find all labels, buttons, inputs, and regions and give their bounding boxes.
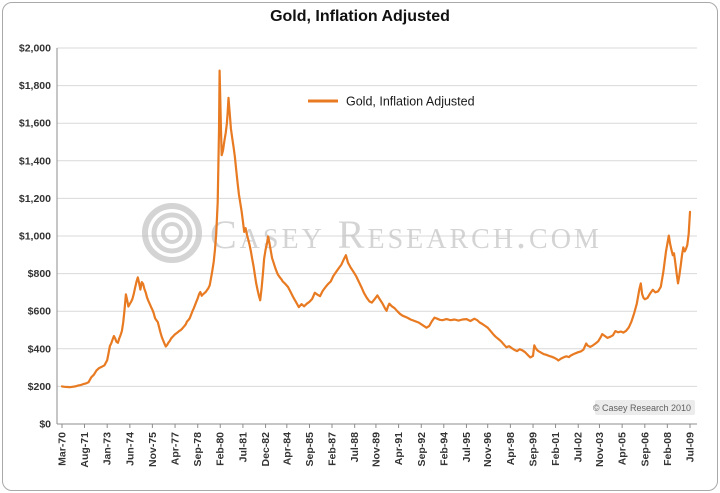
copyright-note: © Casey Research 2010 [593,400,695,415]
y-axis-tick-label: $1,600 [19,118,51,130]
x-axis-tick-label: Sep-85 [304,432,316,467]
x-axis-tick-label: Sep-06 [639,432,651,467]
copyright-text: © Casey Research 2010 [593,403,691,413]
y-axis-tick-label: $1,400 [19,155,51,167]
gridlines [57,47,697,387]
y-axis-tick-label: $600 [28,306,52,318]
x-axis-tick-label: Jan-73 [102,432,114,465]
watermark-text: Casey Research.com [210,212,602,257]
watermark-logo-icon [142,203,202,263]
x-axis-tick-label: Nov-03 [594,432,606,467]
x-axis-tick-label: Aug-71 [79,432,91,468]
x-axis-tick-label: Sep-99 [528,432,540,467]
y-axis-tick-label: $0 [39,419,51,431]
x-axis-tick-label: Feb-87 [327,432,339,466]
axes [56,48,697,428]
y-axis-tick-label: $400 [28,343,52,355]
x-axis-tick-label: Mar-70 [57,432,69,466]
x-axis-tick-label: Jul-88 [349,432,361,463]
watermark-logo-icon [161,222,183,244]
x-axis-tick-label: Feb-08 [662,432,674,466]
x-axis-tick-label: Nov-75 [147,432,159,467]
y-axis-tick-label: $1,800 [19,80,51,92]
watermark: Casey Research.com [142,203,602,263]
x-axis-tick-label: Sep-78 [192,432,204,467]
y-axis-tick-label: $1,000 [19,231,51,243]
y-axis-tick-label: $200 [28,381,52,393]
watermark-logo-icon [151,212,193,254]
chart-title: Gold, Inflation Adjusted [270,8,450,25]
x-axis-tick-label: Jul-95 [461,432,473,463]
x-axis-tick-label: Feb-94 [438,432,450,466]
x-axis-tick-label: Apr-05 [617,432,629,465]
data-series [60,69,692,389]
copyright-background [595,400,695,415]
x-axis-tick-label: Apr-84 [281,432,293,465]
axis-labels: $0 $200 $400 $600 $800 $1,000 $1,200 $1,400 $1,6… [19,43,697,468]
x-axis-tick-label: Apr-91 [393,432,405,465]
x-axis-tick-label: Nov-89 [370,432,382,467]
x-axis-tick-label: Jun-74 [124,432,136,466]
legend-label: Gold, Inflation Adjusted [346,95,475,109]
y-axis-tick-label: $800 [28,268,52,280]
x-axis-tick-label: Feb-80 [215,432,227,466]
x-axis-tick-label: Nov-96 [482,432,494,467]
x-axis-tick-label: Feb-01 [550,432,562,466]
legend: Gold, Inflation Adjusted [308,95,475,109]
x-axis-tick-label: Jul-02 [573,432,585,463]
x-axis-tick-label: Jul-09 [685,432,697,463]
x-axis-tick-label: Dec-82 [260,432,272,467]
y-axis-tick-label: $1,200 [19,193,51,205]
x-axis-tick-label: Apr-98 [505,432,517,465]
gold-price-line [60,69,692,389]
x-axis-tick-label: Apr-77 [170,432,182,465]
x-axis-tick-label: Sep-92 [416,432,428,467]
y-axis-tick-label: $2,000 [19,43,51,55]
x-axis-tick-label: Jul-81 [237,432,249,463]
